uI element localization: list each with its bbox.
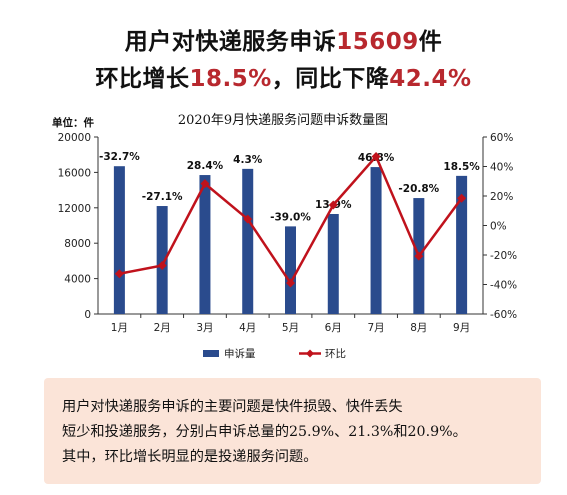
headline-complaints: 用户对快递服务申诉15609件 [0, 22, 567, 56]
y-left-tick-label: 0 [84, 309, 91, 321]
y-right-tick-label: 20% [490, 191, 513, 203]
line-point [371, 151, 381, 161]
x-tick-label: 2月 [154, 322, 171, 334]
line-point [457, 193, 467, 203]
legend-bar-swatch [203, 350, 219, 357]
legend-bar-label: 申诉量 [224, 347, 256, 360]
combo-chart: 2020年9月快递服务问题申诉数量图 单位：件 0 4000 8000 12000 16… [52, 112, 517, 360]
line-point [286, 278, 295, 288]
x-tick-label: 4月 [239, 322, 256, 334]
y-left-tick-label: 12000 [58, 203, 91, 215]
line-point [243, 214, 253, 224]
legend-line-label: 环比 [325, 347, 346, 360]
note-line-1: 用户对快递服务申诉的主要问题是快件损毁、快件丢失 [62, 399, 403, 415]
bar [370, 167, 382, 314]
x-tick-label: 7月 [367, 322, 384, 334]
x-tick-label: 1月 [111, 322, 128, 334]
headline-1-suffix: 件 [418, 29, 443, 55]
y-left-tick-label: 4000 [64, 274, 91, 286]
unit-label: 单位：件 [52, 116, 94, 129]
x-tick-label: 6月 [325, 322, 342, 334]
headline-1-prefix: 用户对快递服务申诉 [124, 29, 337, 55]
chart-title: 2020年9月快递服务问题申诉数量图 [178, 112, 388, 128]
data-label: -32.7% [99, 151, 140, 163]
line-series [114, 151, 467, 288]
line-point [328, 200, 338, 210]
note-line-3: 其中，环比增长明显的是投递服务问题。 [62, 449, 318, 465]
line-point [114, 269, 124, 279]
y-left-tick-label: 8000 [64, 238, 91, 250]
y-right-tick-label: -20% [490, 250, 517, 262]
data-label: -39.0% [270, 211, 311, 223]
y-right-tick-label: -40% [490, 280, 517, 292]
summary-note: 用户对快递服务申诉的主要问题是快件损毁、快件丢失 短少和投递服务，分别占申诉总量… [44, 378, 541, 484]
data-label: -20.8% [398, 183, 439, 195]
bar [113, 166, 125, 314]
bar [199, 175, 211, 314]
line-point [157, 260, 167, 270]
bar [242, 168, 254, 314]
x-tick-label: 5月 [282, 322, 299, 334]
bar [156, 206, 168, 314]
y-right-tick-label: 40% [490, 162, 513, 174]
x-tick-label: 8月 [410, 322, 427, 334]
y-left-tick-label: 16000 [58, 167, 91, 179]
data-label: 18.5% [443, 161, 480, 173]
data-label: 28.4% [187, 160, 224, 172]
bar-data-labels: -32.7%-27.1%28.4%4.3%-39.0%13.9%46.8%-20… [99, 151, 480, 223]
line-point [414, 251, 424, 261]
data-label: 4.3% [233, 154, 263, 166]
headline-1-value: 15609 [336, 29, 419, 55]
headline-2-mom-value: 18.5% [189, 66, 272, 92]
y-right-tick-label: 0% [490, 221, 507, 233]
legend-line-marker [306, 349, 314, 358]
note-line-2: 短少和投递服务，分别占申诉总量的25.9%、21.3%和20.9%。 [62, 424, 467, 440]
x-tick-label: 9月 [453, 322, 470, 334]
headline-2-yoy-value: 42.4% [389, 66, 472, 92]
x-tick-label: 3月 [196, 322, 213, 334]
data-label: -27.1% [142, 191, 183, 203]
bar [327, 213, 339, 314]
bar [285, 226, 296, 314]
y-right-tick-label: -60% [490, 309, 517, 321]
line-point [200, 179, 210, 189]
headline-2-middle: ，同比下降 [271, 66, 390, 92]
headline-growth: 环比增长18.5%，同比下降42.4% [0, 59, 567, 93]
y-right-tick-label: 60% [490, 132, 513, 144]
y-left-tick-label: 20000 [58, 132, 91, 144]
chart-legend: 申诉量 环比 [203, 347, 346, 360]
bar [456, 175, 468, 314]
headline-2-prefix: 环比增长 [95, 66, 190, 92]
